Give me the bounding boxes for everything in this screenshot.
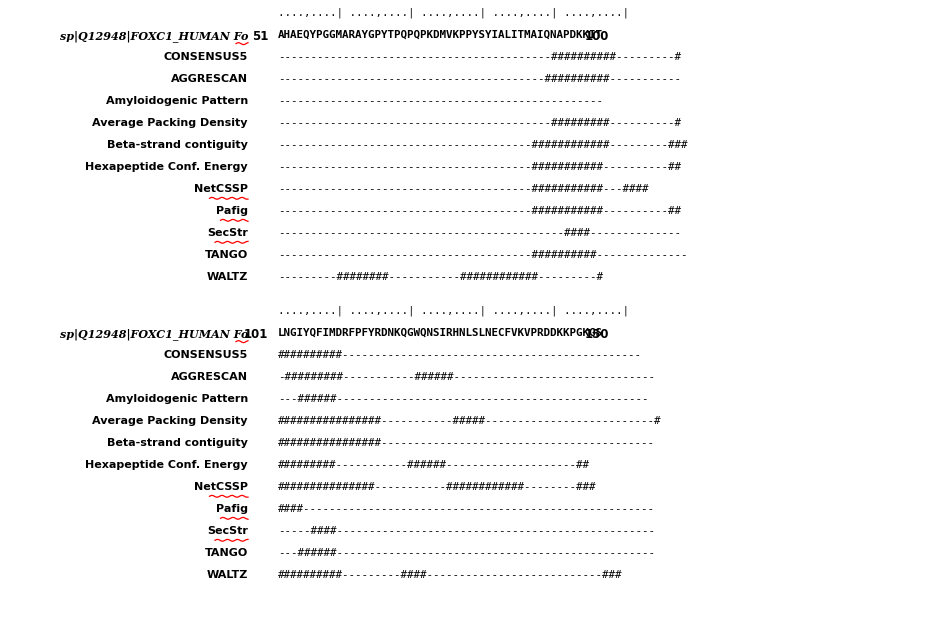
Text: Amyloidogenic Pattern: Amyloidogenic Pattern: [106, 96, 247, 106]
Text: sp|Q12948|FOXC1_HUMAN Fo: sp|Q12948|FOXC1_HUMAN Fo: [59, 328, 247, 340]
Text: --------------------------------------------####--------------: ----------------------------------------…: [278, 228, 681, 238]
Text: ##########----------------------------------------------: ##########------------------------------…: [278, 350, 641, 360]
Text: WALTZ: WALTZ: [207, 570, 247, 580]
Text: ################------------------------------------------: ################------------------------…: [278, 438, 654, 448]
Text: --------------------------------------------------: ----------------------------------------…: [278, 96, 602, 106]
Text: ....,....| ....,....| ....,....| ....,....| ....,....|: ....,....| ....,....| ....,....| ....,..…: [278, 306, 634, 317]
Text: Hexapeptide Conf. Energy: Hexapeptide Conf. Energy: [85, 162, 247, 172]
Text: ####------------------------------------------------------: ####------------------------------------…: [278, 504, 654, 514]
Text: Pafig: Pafig: [216, 206, 247, 216]
Text: SecStr: SecStr: [207, 526, 247, 536]
Text: CONSENSUS5: CONSENSUS5: [163, 350, 247, 360]
Text: AHAEQYPGGMARAYGPYTPQPQPKDMVKPPYSYIALITMAIQNAPDKKIT: AHAEQYPGGMARAYGPYTPQPQPKDMVKPPYSYIALITMA…: [278, 30, 602, 40]
Text: ---######------------------------------------------------: ---######-------------------------------…: [278, 394, 648, 404]
Text: 150: 150: [584, 328, 608, 341]
Text: SecStr: SecStr: [207, 228, 247, 238]
Text: -----------------------------------------##########-----------: ----------------------------------------…: [278, 74, 681, 84]
Text: NetCSSP: NetCSSP: [194, 482, 247, 492]
Text: AGGRESCAN: AGGRESCAN: [171, 74, 247, 84]
Text: Amyloidogenic Pattern: Amyloidogenic Pattern: [106, 394, 247, 404]
Text: ---------------------------------------##########--------------: ---------------------------------------#…: [278, 250, 687, 260]
Text: -#########-----------######-------------------------------: -#########-----------######-------------…: [278, 372, 654, 382]
Text: ---------------------------------------###########----------##: ---------------------------------------#…: [278, 162, 681, 172]
Text: AGGRESCAN: AGGRESCAN: [171, 372, 247, 382]
Text: 51: 51: [251, 30, 268, 43]
Text: CONSENSUS5: CONSENSUS5: [163, 52, 247, 62]
Text: 100: 100: [584, 30, 608, 43]
Text: Beta-strand contiguity: Beta-strand contiguity: [107, 140, 247, 150]
Text: ##########---------####---------------------------###: ##########---------####-----------------…: [278, 570, 622, 580]
Text: TANGO: TANGO: [205, 250, 247, 260]
Text: LNGIYQFIMDRFPFYRDNKQGWQNSIRHNLSLNECFVKVPRDDKKPGKGS: LNGIYQFIMDRFPFYRDNKQGWQNSIRHNLSLNECFVKVP…: [278, 328, 602, 338]
Text: NetCSSP: NetCSSP: [194, 184, 247, 194]
Text: ------------------------------------------##########---------#: ----------------------------------------…: [278, 52, 681, 62]
Text: sp|Q12948|FOXC1_HUMAN Fo: sp|Q12948|FOXC1_HUMAN Fo: [59, 30, 247, 42]
Text: ---------------------------------------###########---####: ---------------------------------------#…: [278, 184, 648, 194]
Text: -----####-------------------------------------------------: -----####-------------------------------…: [278, 526, 654, 536]
Text: ---------########-----------############---------#: ---------########-----------############…: [278, 272, 602, 282]
Text: #########-----------######--------------------##: #########-----------######--------------…: [278, 460, 589, 470]
Text: ....,....| ....,....| ....,....| ....,....| ....,....|: ....,....| ....,....| ....,....| ....,..…: [278, 8, 634, 19]
Text: 101: 101: [244, 328, 268, 341]
Text: Average Packing Density: Average Packing Density: [93, 118, 247, 128]
Text: ###############-----------############--------###: ###############-----------############--…: [278, 482, 596, 492]
Text: ---------------------------------------############---------###: ---------------------------------------#…: [278, 140, 687, 150]
Text: TANGO: TANGO: [205, 548, 247, 558]
Text: ---######-------------------------------------------------: ---######-------------------------------…: [278, 548, 654, 558]
Text: ------------------------------------------#########----------#: ----------------------------------------…: [278, 118, 681, 128]
Text: WALTZ: WALTZ: [207, 272, 247, 282]
Text: Hexapeptide Conf. Energy: Hexapeptide Conf. Energy: [85, 460, 247, 470]
Text: Pafig: Pafig: [216, 504, 247, 514]
Text: ################-----------#####--------------------------#: ################-----------#####--------…: [278, 416, 661, 426]
Text: Beta-strand contiguity: Beta-strand contiguity: [107, 438, 247, 448]
Text: Average Packing Density: Average Packing Density: [93, 416, 247, 426]
Text: ---------------------------------------###########----------##: ---------------------------------------#…: [278, 206, 681, 216]
